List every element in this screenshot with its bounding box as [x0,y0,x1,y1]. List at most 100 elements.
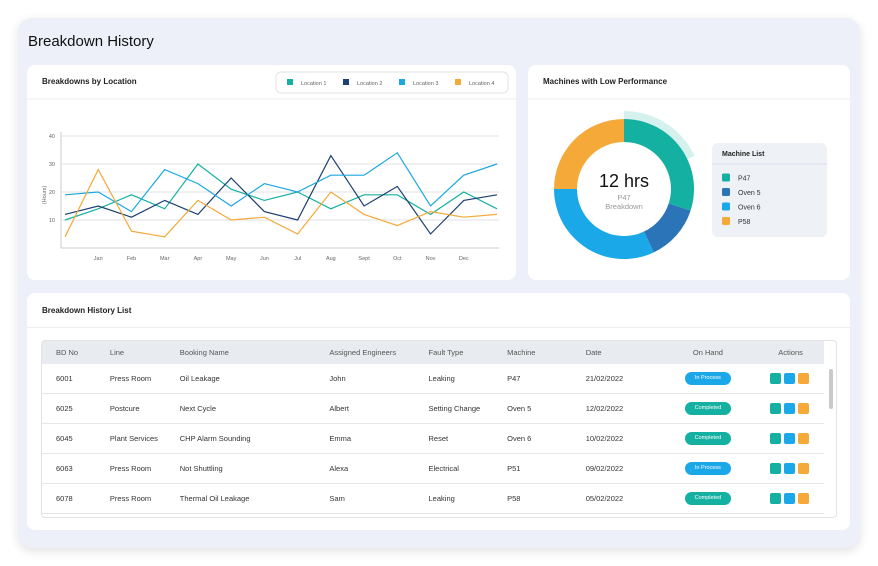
chart-title: Breakdowns by Location [42,77,137,86]
view-button[interactable] [769,463,781,474]
x-tick-label: Jul [294,256,301,262]
actions-cell [757,483,824,514]
donut-segment [554,189,654,259]
list-button[interactable] [783,403,795,414]
cell: 21/02/2022 [585,364,659,394]
status-pill: In Process [684,462,731,475]
cell: 10/02/2022 [585,423,659,454]
actions-cell [757,393,824,424]
chart-title: Machines with Low Performance [543,77,668,86]
x-tick-label: Feb [127,256,136,262]
cell: Oven 6 [507,423,586,454]
legend-label: P58 [738,219,751,226]
center-sublabel-box: P47 Breakdown [605,193,643,211]
status-cell: Completed [658,393,758,424]
legend-label: Location 4 [469,81,494,87]
list-button[interactable] [783,373,795,384]
list-button[interactable] [783,463,795,474]
line-series [64,163,498,221]
edit-button[interactable] [797,433,809,444]
center-sublabel: P47 Breakdown [605,193,643,211]
column-header: Machine [507,341,586,364]
highlight-arc [624,111,695,160]
x-tick-label: Jun [260,256,269,262]
legend-label: Oven 5 [738,190,761,197]
table-row: 6001 Press Room Oil Leakage John Leaking P47 2… [42,364,824,394]
y-axis-label: (Hours) [42,186,48,205]
list-button[interactable] [783,433,795,444]
cell: Oil Leakage [179,364,330,394]
column-header: BD No [42,341,110,364]
line-series [64,151,498,213]
edit-button[interactable] [797,493,809,504]
cell: Leaking [428,364,508,394]
scrollbar [829,369,833,409]
x-tick-label: Apr [194,256,203,262]
legend-label: P47 [738,176,751,183]
cell: Alexa [329,453,429,484]
cell: 6063 [42,453,110,484]
column-header: Assigned Engineers [329,341,429,364]
table-row: 6045 Plant Services CHP Alarm Sounding Emma… [42,423,824,454]
cell: 05/02/2022 [585,483,659,514]
cell: Press Room [109,453,180,484]
status-pill: Completed [684,432,731,445]
actions-cell [757,453,824,484]
y-tick-label: 10 [49,218,55,224]
cell: Next Cycle [179,393,330,424]
donut-panel: Machines with Low Performance 12 hrs P47 B… [528,65,850,280]
edit-button[interactable] [797,463,809,474]
donut-segment [644,203,691,253]
legend-label: Oven 6 [738,205,761,212]
donut-segment [624,119,694,211]
legend-title: Machine List [722,151,765,158]
column-header: Booking Name [179,341,330,364]
cell: 6025 [42,393,110,424]
table-title: Breakdown History List [42,306,132,315]
y-tick-label: 20 [49,190,55,196]
view-button[interactable] [769,433,781,444]
page-title: Breakdown History [28,33,154,50]
table-row: 6063 Press Room Not Shuttling Alexa Electric… [42,453,824,484]
edit-button[interactable] [797,403,809,414]
cell: Press Room [109,483,180,514]
cell: Reset [428,423,508,454]
cell: John [329,364,429,394]
legend-swatch [287,79,293,85]
view-button[interactable] [769,493,781,504]
view-button[interactable] [769,373,781,384]
cell: Setting Change [428,393,508,424]
list-button[interactable] [783,493,795,504]
x-tick-label: Oct [393,256,402,262]
cell: Not Shuttling [179,453,330,484]
status-pill: In Process [684,372,731,385]
legend-swatch [722,173,730,182]
x-tick-label: May [226,256,237,262]
x-tick-label: Jan [94,256,103,262]
legend-label: Location 2 [357,81,382,87]
legend-swatch [722,217,730,225]
legend-swatch [343,79,349,85]
legend-label: Location 3 [413,81,438,87]
cell: CHP Alarm Sounding [179,423,330,454]
cell: Electrical [428,453,508,484]
status-pill: Completed [684,402,731,415]
view-button[interactable] [769,403,781,414]
x-tick-label: Nov [426,256,436,262]
line-series [64,168,498,238]
column-header: Actions [757,341,824,364]
cell: Albert [329,393,429,424]
legend-swatch [722,188,730,196]
status-cell: In Process [658,453,758,484]
table: BD No Line Booking Name Assigned Engineers F… [42,341,824,514]
edit-button[interactable] [797,373,809,384]
header-row: BD No Line Booking Name Assigned Engineers F… [42,341,824,364]
y-tick-label: 40 [49,134,55,140]
cell: 6045 [42,423,110,454]
cell: Sam [329,483,429,514]
status-cell: In Process [658,364,758,394]
column-header: Line [109,341,180,364]
y-tick-label: 30 [49,162,55,168]
cell: 09/02/2022 [585,453,659,484]
cell: 6001 [42,364,110,394]
